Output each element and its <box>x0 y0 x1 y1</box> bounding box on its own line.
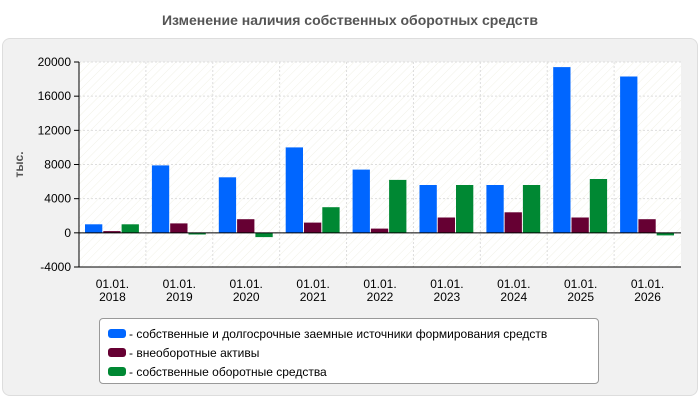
chart-title: Изменение наличия собственных оборотных … <box>161 12 539 28</box>
legend-item: - собственные оборотные средства <box>108 362 598 381</box>
bar <box>456 185 474 233</box>
bar <box>121 224 139 233</box>
bar <box>419 185 437 233</box>
bar <box>522 185 541 233</box>
bar <box>486 185 504 233</box>
x-tick-label: 2024 <box>500 290 527 304</box>
x-tick-label: 01.01. <box>497 277 530 291</box>
x-tick-label: 01.01. <box>363 277 396 291</box>
bar <box>255 232 273 238</box>
legend-item: - внеоборотные активы <box>108 343 598 362</box>
legend-item: - собственные и долгосрочные заемные ист… <box>108 324 598 343</box>
x-tick-label: 01.01. <box>430 277 463 291</box>
bar <box>656 232 674 236</box>
legend-label: - собственные оборотные средства <box>129 364 327 379</box>
y-tick-label: 4000 <box>44 192 71 206</box>
x-tick-label: 01.01. <box>230 277 263 291</box>
x-tick-label: 2023 <box>434 290 461 304</box>
legend-swatch <box>108 367 126 376</box>
bar <box>437 217 455 233</box>
bar <box>620 76 638 233</box>
y-tick-label: 16000 <box>38 89 72 103</box>
bar <box>322 207 340 233</box>
x-tick-label: 2018 <box>99 290 126 304</box>
y-tick-label: 12000 <box>38 123 72 137</box>
legend-swatch <box>108 348 126 357</box>
bar <box>504 212 522 233</box>
chart-legend: - собственные и долгосрочные заемные ист… <box>99 318 599 384</box>
x-tick-label: 01.01. <box>163 277 196 291</box>
x-tick-label: 01.01. <box>631 277 664 291</box>
bar <box>170 223 188 233</box>
bar <box>553 67 571 233</box>
bar <box>304 222 322 233</box>
bar <box>218 177 237 233</box>
bar <box>285 147 303 233</box>
bar <box>389 179 407 233</box>
x-tick-label: 01.01. <box>564 277 597 291</box>
x-tick-label: 2019 <box>166 290 193 304</box>
x-tick-label: 01.01. <box>96 277 129 291</box>
x-tick-label: 2021 <box>300 290 327 304</box>
bar <box>237 219 255 233</box>
legend-label: - собственные и долгосрочные заемные ист… <box>129 326 548 341</box>
bar <box>571 217 589 233</box>
bar <box>638 219 656 233</box>
bar <box>188 232 206 235</box>
y-tick-label: 8000 <box>44 158 71 172</box>
bar <box>85 224 103 233</box>
x-tick-label: 2026 <box>634 290 661 304</box>
bar-chart: -400004000800012000160002000001.01.20180… <box>12 55 681 304</box>
x-tick-label: 2025 <box>567 290 594 304</box>
bar <box>370 228 389 233</box>
legend-label: - внеоборотные активы <box>129 345 260 360</box>
y-tick-label: -4000 <box>40 260 71 274</box>
bar <box>151 165 170 233</box>
x-tick-label: 2020 <box>233 290 260 304</box>
x-tick-label: 2022 <box>367 290 394 304</box>
y-tick-label: 20000 <box>38 55 72 69</box>
bar <box>352 169 370 233</box>
x-tick-label: 01.01. <box>296 277 329 291</box>
y-tick-label: 0 <box>64 226 71 240</box>
legend-swatch <box>108 329 126 338</box>
y-axis-label: тыс. <box>12 151 26 177</box>
bar <box>103 231 121 233</box>
bar <box>589 179 608 233</box>
